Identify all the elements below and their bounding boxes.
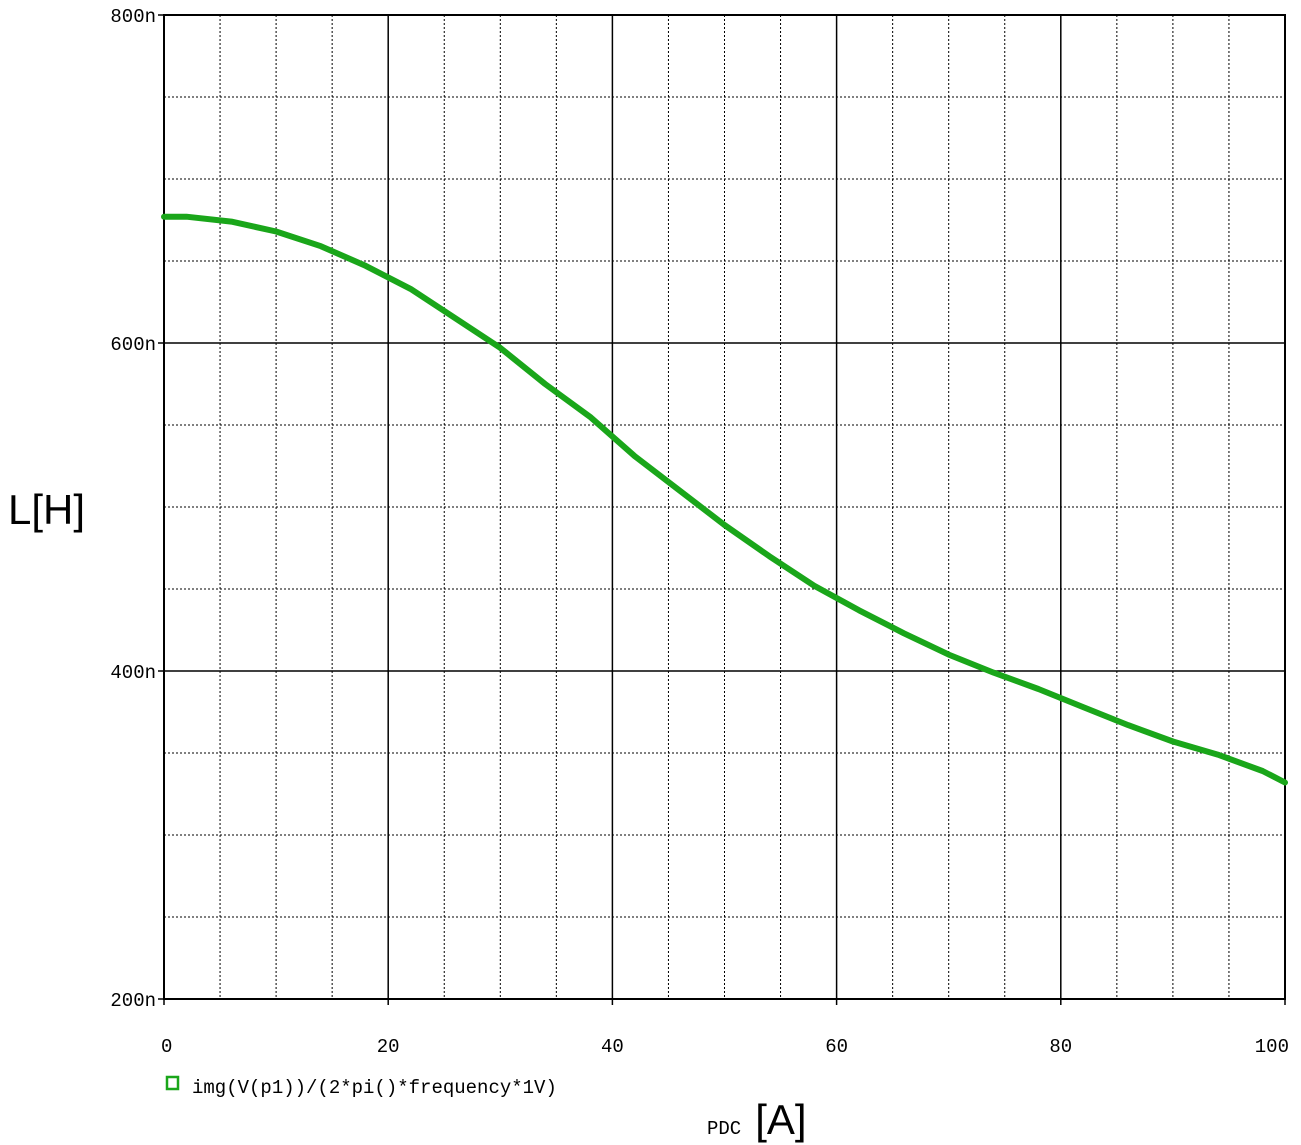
x-tick-label: 0 bbox=[161, 1036, 172, 1058]
y-tick-label: 800n bbox=[110, 6, 156, 28]
y-tick-labels: 200n 400n 600n 800n bbox=[110, 6, 156, 1012]
legend-entry: img(V(p1))/(2*pi()*frequency*1V) bbox=[192, 1077, 557, 1099]
x-tick-labels: 0 20 40 60 80 100 bbox=[161, 1036, 1289, 1058]
y-tick-label: 400n bbox=[110, 662, 156, 684]
x-tick-label: 80 bbox=[1049, 1036, 1072, 1058]
axis-ticks bbox=[158, 14, 1286, 1005]
major-grid bbox=[164, 15, 1285, 999]
series-layer bbox=[161, 213, 1288, 786]
x-tick-label: 20 bbox=[377, 1036, 400, 1058]
series-line bbox=[161, 213, 1288, 786]
x-tick-label: 40 bbox=[601, 1036, 624, 1058]
minor-grid bbox=[164, 15, 1285, 999]
y-tick-label: 200n bbox=[110, 990, 156, 1012]
y-axis-label: L[H] bbox=[8, 486, 85, 533]
x-tick-label: 60 bbox=[825, 1036, 848, 1058]
x-axis-label-unit: [A] bbox=[755, 1096, 806, 1143]
x-axis-label: PDC [A] bbox=[707, 1096, 807, 1143]
legend-marker-icon bbox=[165, 1075, 180, 1091]
x-tick-label: 100 bbox=[1255, 1036, 1289, 1058]
x-axis-label-prefix: PDC bbox=[707, 1118, 741, 1140]
plot-frame bbox=[163, 14, 1286, 1000]
y-tick-label: 600n bbox=[110, 334, 156, 356]
legend: img(V(p1))/(2*pi()*frequency*1V) bbox=[165, 1075, 557, 1099]
